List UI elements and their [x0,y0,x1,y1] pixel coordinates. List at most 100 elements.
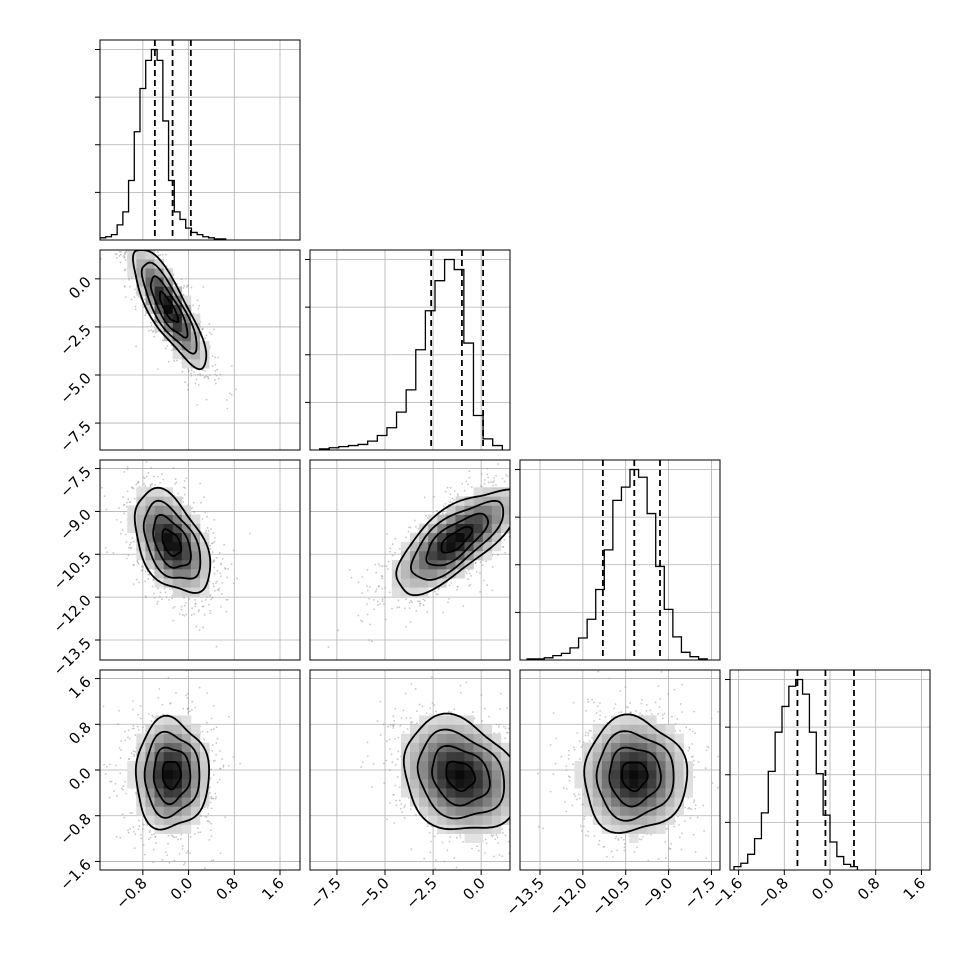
sample-point [450,582,453,584]
sample-point [227,568,229,570]
sample-point [511,512,513,514]
density-cell [163,532,174,543]
density-cell [491,541,502,552]
sample-point [117,507,120,510]
sample-point [407,530,410,533]
sample-point [397,599,400,602]
sample-point [201,374,204,377]
sample-point [209,593,212,596]
sample-point [105,765,108,768]
density-cell [145,286,155,296]
sample-point [125,541,128,543]
density-cell [400,578,411,588]
density-cell [410,587,420,597]
sample-point [135,578,138,581]
sample-point [214,589,216,592]
density-cell [172,286,183,296]
sample-point [158,595,161,598]
sample-point [465,480,468,483]
density-cell [428,569,438,579]
sample-point [141,248,143,250]
sample-point [184,602,187,604]
sample-point [127,729,130,732]
sample-point [235,388,237,391]
density-cell [190,523,201,534]
sample-point [114,253,117,256]
sample-point [448,584,451,587]
density-cell [163,550,174,561]
sample-point [197,831,200,834]
sample-point [183,604,186,607]
sample-point [102,214,104,216]
contour-line [152,513,192,569]
sample-point [528,501,530,503]
density-cell [136,523,146,534]
sample-point [156,475,159,478]
density-cell [200,350,210,360]
sample-point [118,250,121,253]
sample-point [152,330,155,332]
sample-point [178,853,181,855]
sample-point [167,676,170,679]
density-cell [127,505,137,515]
sample-point [213,560,216,562]
sample-point [197,307,200,310]
sample-point [141,244,143,246]
sample-point [388,591,391,594]
sample-point [479,591,482,593]
y-tick-label: 0.0 [65,273,95,303]
sample-point [143,853,146,856]
density-cell [400,541,411,552]
density-cell [154,514,164,524]
sample-point [150,324,153,327]
sample-point [204,815,206,818]
density-cell [200,550,210,561]
sample-point [115,836,118,838]
sample-point [209,547,212,550]
sample-point [124,215,126,217]
sample-point [188,710,191,713]
sample-point [449,493,452,496]
sample-point [185,477,188,480]
sample-point [211,749,214,752]
sample-point [453,498,455,501]
sample-point [441,512,444,515]
sample-point [201,518,204,520]
sample-point [205,334,208,337]
sample-point [398,606,401,609]
sample-point [135,345,137,348]
sample-point [133,288,136,291]
density-cell [145,277,155,287]
sample-point [449,486,452,489]
sample-point [108,763,111,766]
sample-point [210,333,213,335]
density-cell [154,487,164,497]
sample-point [462,605,465,607]
sample-point [196,403,199,406]
sample-point [204,598,207,601]
sample-point [506,475,509,478]
density-cell [154,313,164,324]
sample-point [151,483,154,485]
sample-point [209,544,212,547]
sample-point [220,593,223,595]
sample-point [213,566,216,569]
sample-point [205,398,208,401]
sample-point [125,557,128,560]
density-cell [464,496,474,506]
sample-point [361,620,364,623]
sample-point [375,571,378,574]
density-cell [154,541,164,552]
sample-point [422,598,425,601]
sample-point [198,304,201,307]
sample-point [548,478,550,480]
density-cell [428,532,438,543]
sample-point [119,253,122,256]
sample-point [212,561,215,563]
sample-point [201,600,203,603]
density-cell [181,359,192,369]
density-cell [491,514,502,524]
density-cell [181,541,192,552]
sample-point [357,614,360,617]
sample-point [156,251,159,254]
